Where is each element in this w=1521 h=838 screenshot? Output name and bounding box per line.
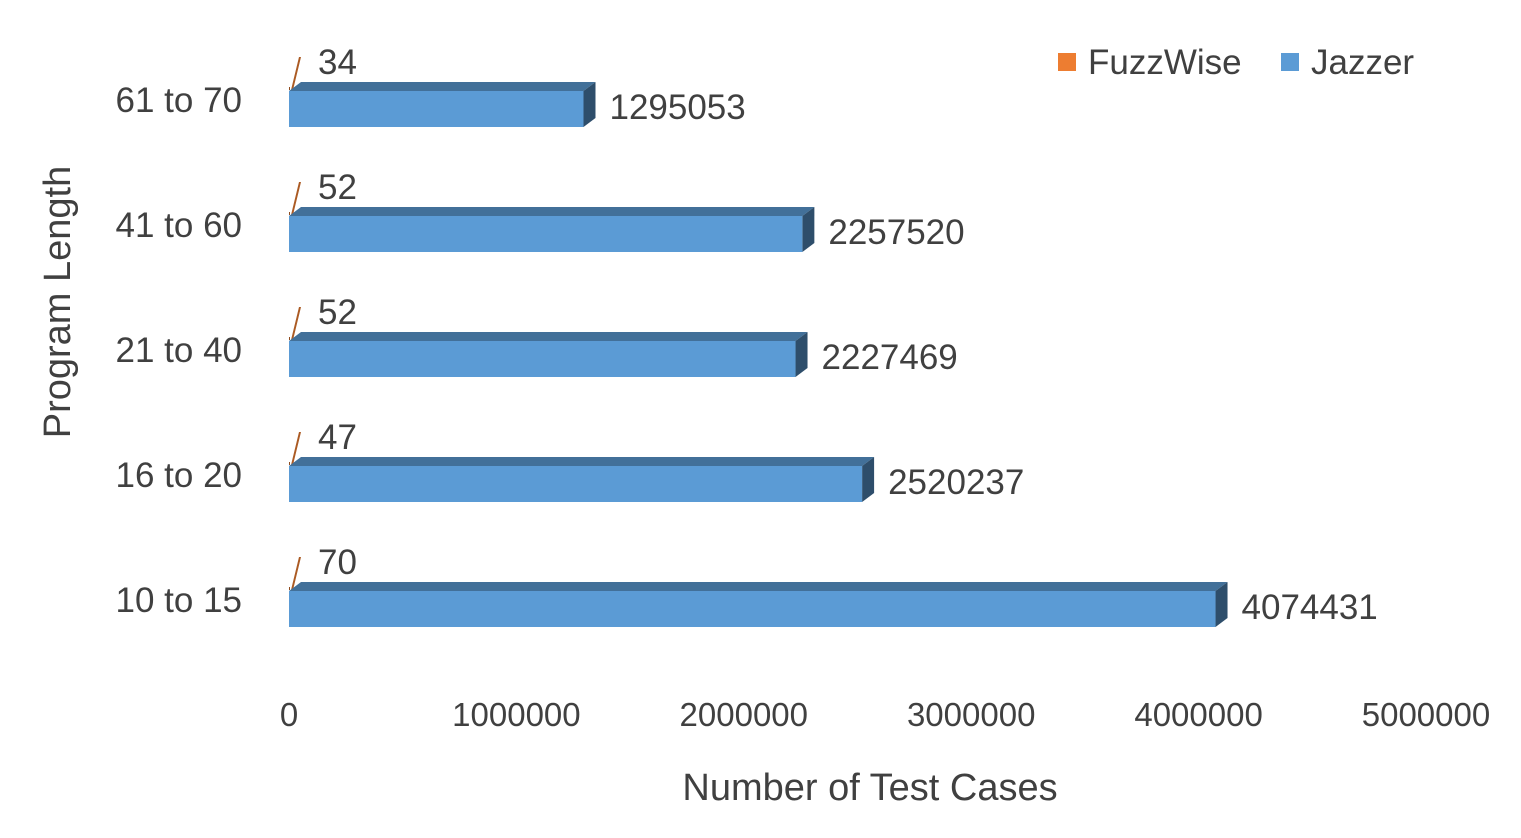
jazzer-bar-16-to-20 — [289, 466, 863, 502]
legend-swatch-jazzer — [1281, 53, 1299, 71]
legend-swatch-fuzzwise — [1058, 53, 1076, 71]
jazzer-bar-side-16-to-20 — [862, 457, 875, 502]
jazzer-value-label-41-to-60: 2257520 — [828, 213, 964, 252]
jazzer-bar-side-41-to-60 — [802, 207, 815, 252]
fuzzwise-bar-base-16-to-20 — [289, 462, 290, 465]
jazzer-value-label-10-to-15: 4074431 — [1242, 588, 1378, 627]
x-tick-label: 5000000 — [1362, 696, 1490, 733]
x-tick-label: 4000000 — [1134, 696, 1262, 733]
fuzzwise-bar-61-to-70 — [291, 57, 301, 90]
fuzzwise-bar-base-61-to-70 — [289, 87, 290, 90]
category-label-10-to-15: 10 to 15 — [116, 581, 243, 620]
fuzzwise-bar-21-to-40 — [291, 307, 301, 340]
fuzzwise-value-label-41-to-60: 52 — [318, 168, 357, 207]
fuzzwise-bar-10-to-15 — [291, 557, 301, 590]
category-label-41-to-60: 41 to 60 — [116, 206, 243, 245]
fuzzwise-bar-41-to-60 — [291, 182, 301, 215]
fuzzwise-bar-base-41-to-60 — [289, 212, 290, 215]
jazzer-bar-top-41-to-60 — [289, 207, 815, 216]
jazzer-value-label-61-to-70: 1295053 — [609, 88, 745, 127]
jazzer-bar-side-21-to-40 — [795, 332, 808, 377]
fuzzwise-value-label-16-to-20: 47 — [318, 418, 357, 457]
category-label-61-to-70: 61 to 70 — [116, 81, 243, 120]
fuzzwise-value-label-61-to-70: 34 — [318, 43, 357, 82]
jazzer-value-label-21-to-40: 2227469 — [822, 338, 958, 377]
jazzer-bar-21-to-40 — [289, 341, 796, 377]
jazzer-value-label-16-to-20: 2520237 — [888, 463, 1024, 502]
x-tick-label: 0 — [280, 696, 298, 733]
x-tick-label: 3000000 — [907, 696, 1035, 733]
x-tick-label: 2000000 — [680, 696, 808, 733]
jazzer-bar-41-to-60 — [289, 216, 803, 252]
x-tick-label: 1000000 — [452, 696, 580, 733]
fuzzwise-value-label-10-to-15: 70 — [318, 543, 357, 582]
plot-area: 0 1000000 2000000 3000000 4000000 5000000 10 t… — [116, 43, 1491, 733]
jazzer-bar-side-61-to-70 — [583, 82, 596, 127]
y-axis-title: Program Length — [37, 166, 79, 439]
fuzzwise-bar-base-10-to-15 — [289, 587, 290, 590]
x-axis-title: Number of Test Cases — [682, 767, 1057, 809]
legend-label-jazzer: Jazzer — [1311, 43, 1414, 82]
jazzer-bar-10-to-15 — [289, 591, 1216, 627]
jazzer-bar-top-16-to-20 — [289, 457, 875, 466]
jazzer-bar-top-21-to-40 — [289, 332, 808, 341]
category-label-16-to-20: 16 to 20 — [116, 456, 243, 495]
jazzer-bar-side-10-to-15 — [1215, 582, 1228, 627]
category-label-21-to-40: 21 to 40 — [116, 331, 243, 370]
legend: FuzzWise Jazzer — [1058, 43, 1414, 82]
fuzzwise-bar-16-to-20 — [291, 432, 301, 465]
legend-label-fuzzwise: FuzzWise — [1088, 43, 1242, 82]
jazzer-bar-top-10-to-15 — [289, 582, 1228, 591]
jazzer-bar-61-to-70 — [289, 91, 584, 127]
fuzzwise-bar-base-21-to-40 — [289, 337, 290, 340]
fuzzwise-value-label-21-to-40: 52 — [318, 293, 357, 332]
jazzer-bar-top-61-to-70 — [289, 82, 596, 91]
